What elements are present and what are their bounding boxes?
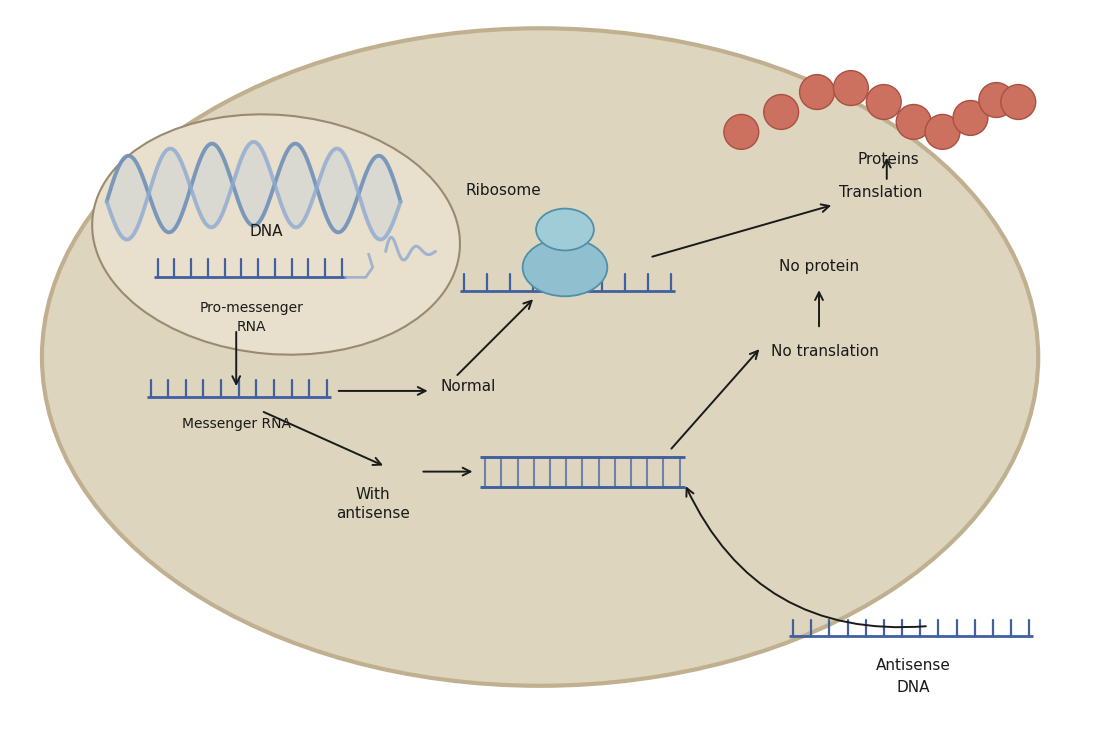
Circle shape [978,83,1014,118]
Text: Translation: Translation [839,185,923,200]
Circle shape [764,95,799,129]
Text: Proteins: Proteins [858,151,919,167]
Text: Normal: Normal [440,379,496,395]
Text: No protein: No protein [779,259,859,274]
Circle shape [1001,84,1035,120]
Text: RNA: RNA [237,320,266,334]
Ellipse shape [93,115,460,355]
Circle shape [925,115,960,149]
Circle shape [953,101,987,135]
Text: Pro-messenger: Pro-messenger [199,302,303,316]
Circle shape [724,115,758,149]
Text: Ribosome: Ribosome [466,183,541,197]
Circle shape [833,71,868,106]
Circle shape [896,104,932,140]
Text: DNA: DNA [249,224,283,239]
Text: Messenger RNA: Messenger RNA [182,417,290,431]
Text: antisense: antisense [336,506,410,522]
Circle shape [800,75,834,109]
Circle shape [867,84,901,120]
Text: No translation: No translation [771,344,879,358]
Ellipse shape [523,239,608,296]
Ellipse shape [536,208,594,251]
Text: With: With [355,486,390,502]
Text: Antisense: Antisense [876,658,951,673]
Text: DNA: DNA [897,680,930,695]
Ellipse shape [42,28,1038,686]
